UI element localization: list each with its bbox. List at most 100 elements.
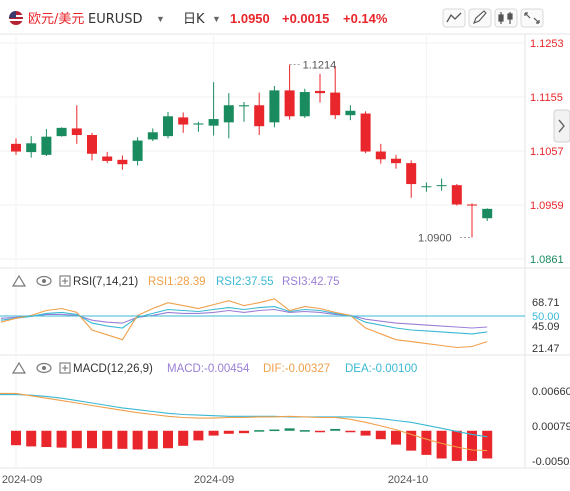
indicator-button[interactable]	[494, 8, 518, 28]
macd-bar-27	[421, 430, 432, 455]
high-marker: 1.1214	[289, 59, 337, 71]
panel-borders	[0, 33, 570, 469]
price-change-percent: +0.14%	[343, 11, 388, 26]
candle-body	[345, 110, 356, 116]
high-label: 1.1214	[303, 59, 337, 71]
candle-body	[482, 208, 493, 219]
macd-expand-icon[interactable]	[59, 362, 71, 374]
rsi-settings-icon[interactable]	[11, 274, 27, 287]
chevron-right-icon	[558, 119, 565, 133]
rsi-series	[0, 298, 488, 349]
candle-body	[117, 159, 128, 165]
fullscreen-icon	[524, 12, 540, 24]
rsi2-line	[0, 306, 488, 335]
current-price: 1.0950	[230, 11, 270, 26]
symbol-code[interactable]: EURUSD	[88, 12, 143, 27]
macd-bar-2	[41, 430, 52, 448]
candle-body	[223, 105, 234, 123]
candle-body	[391, 158, 401, 164]
candle-22	[345, 105, 356, 121]
macd-bar-23	[360, 430, 371, 436]
candle-body	[56, 127, 67, 137]
x-tick-1: 2024-09	[194, 474, 234, 486]
x-axis: 2024-09 2024-09 2024-10	[2, 474, 428, 486]
rsi-expand-icon[interactable]	[59, 275, 71, 287]
macd-bar-31	[482, 430, 493, 459]
chart-header: 欧元/美元 EURUSD ▼ 日K ▼ 1.0950 +0.0015 +0.14…	[9, 8, 544, 28]
x-tick-2: 2024-10	[388, 474, 428, 486]
macd-bar-16	[254, 430, 265, 432]
pencil-button[interactable]	[468, 8, 492, 28]
candle-body	[451, 185, 462, 205]
candle-11	[178, 112, 189, 133]
us-flag-icon	[9, 11, 23, 25]
macd-bar-28	[436, 430, 447, 459]
low-marker: 1.0900	[418, 233, 472, 245]
rsi2-value: RSI2:37.55	[216, 276, 274, 288]
scroll-handle[interactable]	[553, 109, 570, 143]
macd-visibility-icon[interactable]	[36, 362, 52, 374]
candle-body	[178, 117, 189, 125]
fullscreen-button[interactable]	[520, 8, 544, 28]
macd-bar-1	[26, 430, 37, 447]
candle-17	[269, 85, 280, 128]
candle-31	[482, 208, 493, 221]
macd-bar-5	[87, 430, 97, 449]
candle-4	[71, 105, 82, 144]
candle-body	[284, 90, 295, 117]
macd-bar-11	[178, 430, 189, 446]
macd-bar-12	[193, 430, 204, 441]
candle-15	[239, 101, 249, 122]
macd-settings-icon[interactable]	[11, 361, 27, 374]
macd-bar-20	[315, 430, 325, 433]
candle-23	[360, 111, 371, 154]
macd-value: MACD:-0.00454	[167, 363, 250, 375]
candle-18	[284, 64, 295, 120]
macd-bar-0	[11, 430, 21, 446]
macd-header: MACD(12,26,9) MACD:-0.00454 DIF:-0.00327…	[11, 361, 417, 375]
macd-bar-17	[269, 429, 280, 432]
period-selector[interactable]: 日K	[183, 12, 205, 27]
macd-bar-21	[330, 428, 341, 431]
candle-16	[254, 92, 265, 136]
candle-body	[11, 143, 21, 152]
macd-bar-24	[375, 430, 386, 440]
candle-body	[406, 163, 417, 185]
candle-3	[56, 127, 67, 137]
symbol-dropdown-icon[interactable]: ▼	[156, 14, 165, 24]
macd-bar-30	[467, 430, 477, 461]
macd-bar-19	[299, 430, 310, 432]
indicator-icon	[498, 12, 513, 24]
period-dropdown-icon[interactable]: ▼	[212, 14, 221, 24]
candle-body	[87, 135, 97, 154]
candle-10	[163, 111, 173, 139]
line-chart-button[interactable]	[442, 8, 466, 28]
rsi-visibility-icon[interactable]	[36, 275, 52, 287]
rsi3-line	[0, 308, 488, 329]
macd-bar-15	[239, 430, 249, 434]
candle-body	[467, 204, 477, 206]
macd-bar-13	[208, 430, 219, 436]
line-chart-icon	[446, 12, 462, 23]
symbol-name[interactable]: 欧元/美元	[28, 12, 84, 27]
macd-bar-7	[117, 430, 128, 449]
kline-tick-1: 1.1155	[530, 92, 563, 104]
candle-6	[102, 152, 113, 164]
macd-bar-18	[284, 428, 295, 431]
macd-tick-1: 0.00079	[532, 421, 570, 433]
candle-body	[26, 143, 37, 153]
kline-tick-2: 1.1057	[530, 146, 564, 158]
candle-body	[193, 123, 204, 125]
candle-13	[208, 82, 219, 136]
dea-line	[0, 394, 488, 438]
candle-body	[330, 92, 341, 116]
macd-bar-26	[406, 430, 417, 451]
candlestick-series	[11, 64, 493, 238]
dea-value: DEA:-0.00100	[345, 363, 417, 375]
candle-1	[26, 136, 37, 158]
macd-bar-4	[71, 430, 82, 449]
candle-body	[102, 156, 113, 161]
macd-bar-9	[147, 430, 158, 449]
candle-body	[147, 132, 158, 140]
